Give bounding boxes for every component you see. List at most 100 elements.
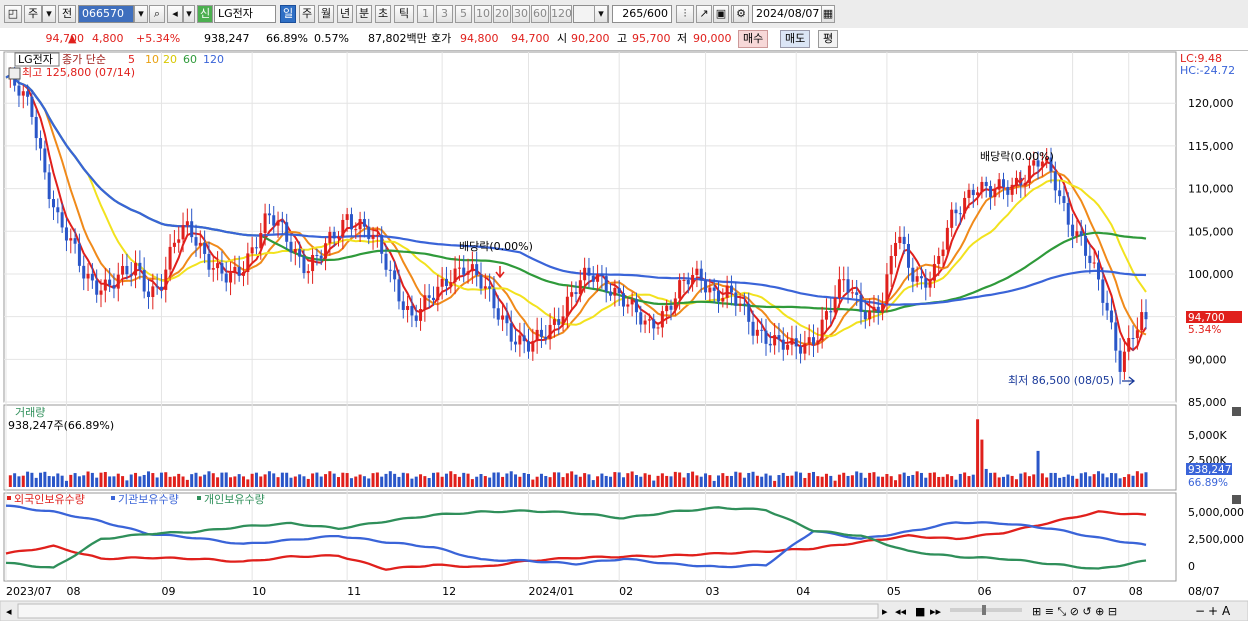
zoom-out-icon[interactable]: −: [1195, 604, 1205, 618]
quote-bar: 94,700 ▲ 4,800 +5.34% 938,247 66.89% 0.5…: [0, 28, 1248, 51]
rewind-icon[interactable]: ◂◂: [895, 605, 907, 618]
interval-1[interactable]: 1: [417, 5, 434, 23]
search-icon[interactable]: ⌕: [149, 5, 165, 23]
stock-code-input[interactable]: 066570: [78, 5, 134, 23]
count-field[interactable]: 265/600: [612, 5, 672, 23]
holdings-panel-close-icon[interactable]: [1232, 495, 1241, 504]
candle-body: [824, 311, 828, 320]
volume-bar: [824, 473, 828, 487]
candle-body: [1092, 262, 1096, 264]
candle-body: [328, 231, 332, 244]
volume-bar: [984, 468, 988, 487]
candle-body: [561, 316, 565, 325]
candle-body: [103, 279, 107, 291]
market-dropdown-icon[interactable]: ▾: [42, 5, 56, 23]
candle-type-icon[interactable]: ⫶: [676, 5, 694, 23]
volume-bar: [496, 472, 500, 487]
period-second[interactable]: 초: [375, 5, 391, 23]
volume-bar: [669, 476, 673, 487]
x-tick-label: 2024/01: [529, 585, 575, 598]
candle-body: [721, 297, 725, 302]
interval-dropdown-icon[interactable]: ▾: [594, 5, 608, 23]
period-day[interactable]: 일: [280, 5, 296, 23]
candle-body: [246, 253, 250, 273]
date-input[interactable]: 2024/08/07: [752, 5, 822, 23]
candle-body: [1144, 312, 1148, 320]
candle-body: [907, 243, 910, 268]
volume-bar: [1122, 477, 1126, 487]
interval-3[interactable]: 3: [436, 5, 453, 23]
interval-10[interactable]: 10: [474, 5, 492, 23]
volume-bar: [108, 476, 112, 487]
candle-body: [436, 286, 440, 301]
candle-body: [263, 213, 267, 233]
volume-bar: [172, 476, 176, 487]
save-icon[interactable]: ▣: [713, 5, 729, 23]
scroll-track[interactable]: [17, 603, 879, 619]
period-minute[interactable]: 분: [356, 5, 372, 23]
period-tick[interactable]: 틱: [394, 5, 414, 23]
volume-bar: [997, 477, 1001, 487]
draw-tool-icon[interactable]: ↗: [696, 5, 712, 23]
volume-bar: [52, 476, 55, 487]
x-tick-label: 05: [887, 585, 901, 598]
ma20-label: 20: [163, 53, 177, 66]
candle-body: [17, 85, 21, 96]
chart-config-icon[interactable]: [8, 67, 21, 80]
fast-forward-icon[interactable]: ▸▸: [930, 605, 942, 618]
candle-body: [565, 296, 569, 317]
stop-icon[interactable]: ■: [915, 605, 925, 618]
interval-5[interactable]: 5: [455, 5, 472, 23]
period-prefix-button[interactable]: 전: [58, 5, 76, 23]
volume-bar: [419, 474, 423, 487]
average-button[interactable]: 평: [818, 30, 839, 48]
scroll-right-icon[interactable]: ▸: [882, 605, 888, 618]
volume-bar: [414, 476, 418, 487]
interval-120[interactable]: 120: [550, 5, 572, 23]
stock-chart[interactable]: LG전자 종가 단순 5 10 20 60 120 최고 125,800 (07…: [0, 50, 1248, 621]
volume-bar: [682, 477, 686, 487]
volume-bar: [915, 471, 919, 487]
draw-tool-strip-icon[interactable]: ⊞ ≡ ⤡ ⊘ ↺ ⊕ ⊟: [1032, 605, 1117, 618]
candle-body: [894, 242, 898, 257]
interval-60[interactable]: 60: [531, 5, 549, 23]
volume-bar: [643, 473, 647, 487]
market-select[interactable]: 주: [24, 5, 42, 23]
candle-body: [919, 276, 923, 279]
font-size-icon[interactable]: A: [1222, 604, 1231, 618]
volume-bar: [604, 475, 608, 487]
candle-body: [194, 237, 198, 246]
volume-bar: [591, 480, 595, 487]
zoom-slider-handle[interactable]: [982, 605, 986, 615]
volume-bar: [367, 478, 371, 487]
code-dropdown-icon[interactable]: ▾: [134, 5, 148, 23]
period-year[interactable]: 년: [337, 5, 353, 23]
volume-bar: [980, 439, 984, 487]
window-menu-icon[interactable]: ◰: [4, 5, 22, 23]
candle-body: [151, 286, 155, 297]
volume-bar: [829, 475, 833, 487]
candle-body: [462, 267, 466, 275]
volume-bar: [885, 474, 889, 487]
volume-bar: [315, 472, 319, 487]
scroll-left-icon[interactable]: ◂: [6, 605, 12, 618]
volume-bar: [712, 480, 716, 487]
candle-body: [116, 274, 120, 289]
candle-body: [159, 286, 163, 290]
candle-body: [984, 181, 988, 187]
interval-30[interactable]: 30: [512, 5, 530, 23]
sell-button[interactable]: 매도: [780, 30, 811, 48]
period-week[interactable]: 주: [299, 5, 315, 23]
zoom-in-icon[interactable]: +: [1208, 604, 1218, 618]
interval-20[interactable]: 20: [493, 5, 511, 23]
speaker-icon[interactable]: ◂: [167, 5, 183, 23]
volume-panel-close-icon[interactable]: [1232, 407, 1241, 416]
candle-body: [1114, 322, 1118, 351]
buy-button[interactable]: 매수: [738, 30, 769, 48]
price-change: 4,800: [92, 32, 124, 45]
stock-name-field[interactable]: LG전자: [214, 5, 276, 23]
calendar-icon[interactable]: ▦: [821, 5, 835, 23]
speaker-dropdown-icon[interactable]: ▾: [183, 5, 195, 23]
period-month[interactable]: 월: [318, 5, 334, 23]
settings-gear-icon[interactable]: ⚙: [733, 5, 749, 23]
